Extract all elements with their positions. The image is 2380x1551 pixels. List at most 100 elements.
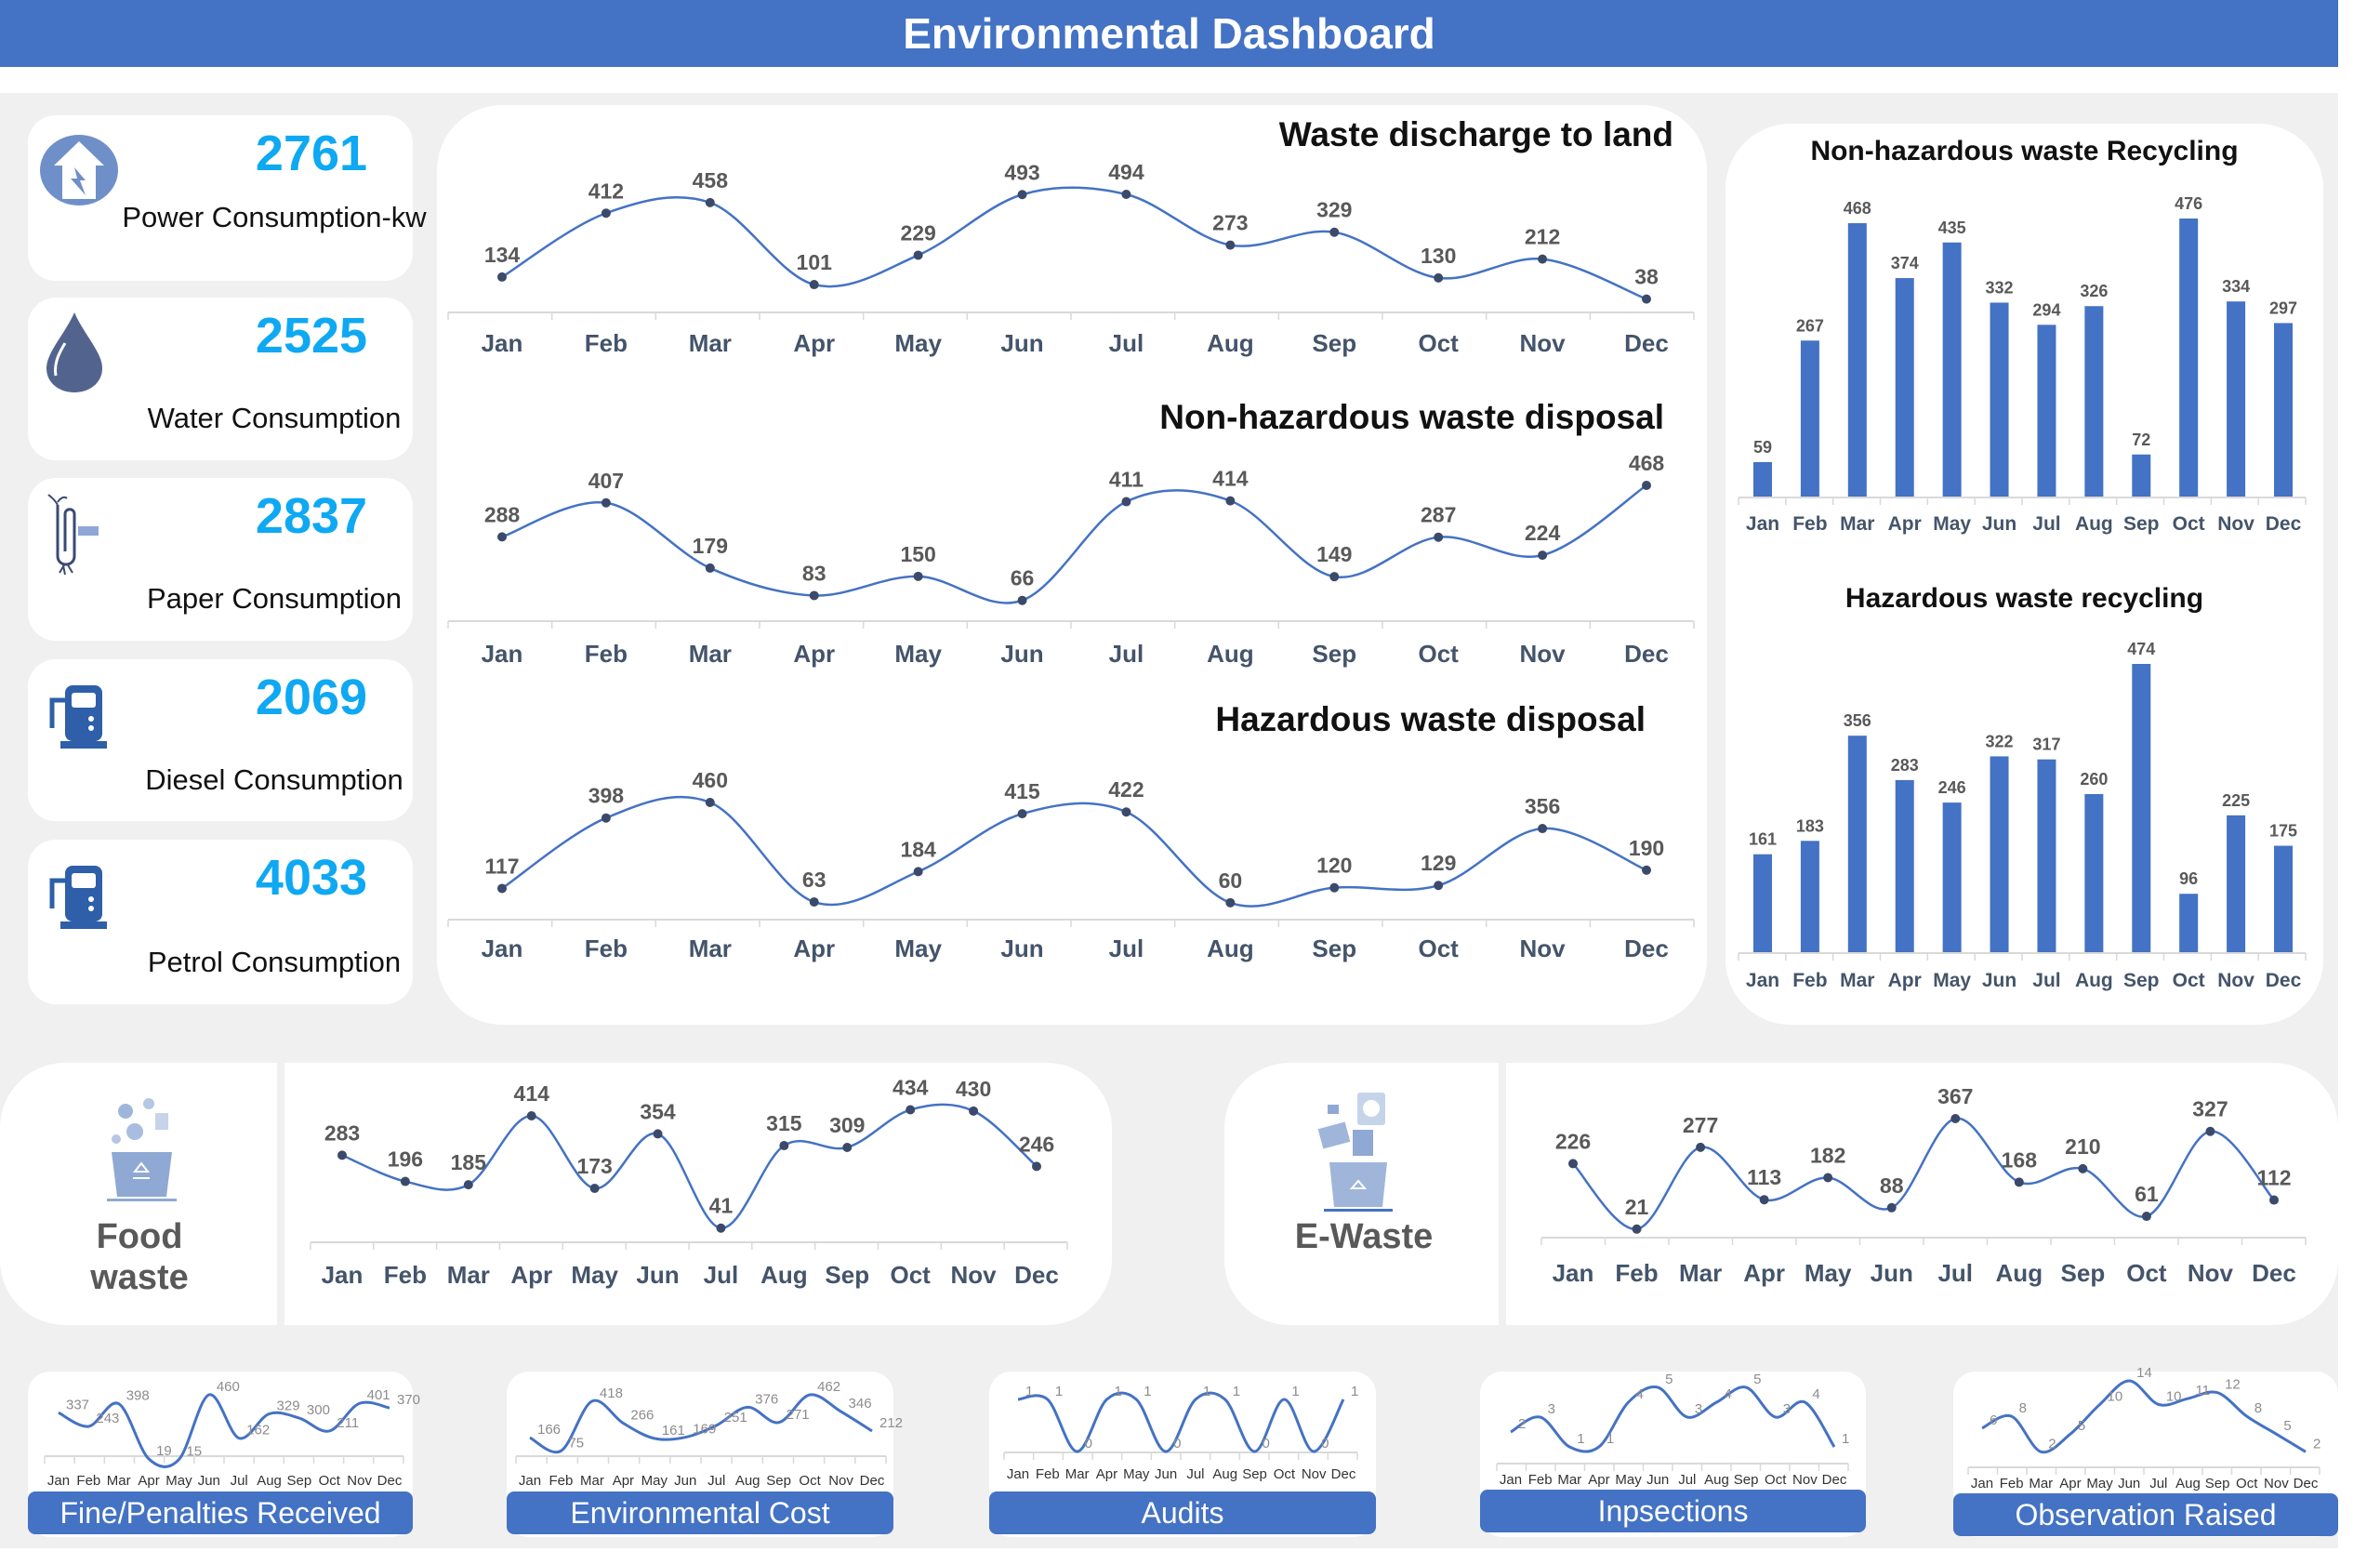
bar-value-label: 334 [2222, 277, 2250, 296]
data-point [716, 1223, 726, 1233]
data-value-label: 117 [484, 854, 519, 878]
data-value-label: 19 [156, 1443, 172, 1459]
data-point [1121, 497, 1131, 507]
data-point [1642, 865, 1651, 875]
month-label: Jan [322, 1261, 364, 1289]
data-value-label: 41 [709, 1194, 734, 1218]
data-value-label: 3 [1548, 1401, 1555, 1417]
month-label: Apr [1743, 1259, 1785, 1287]
data-point [779, 1141, 789, 1151]
month-label: Feb [585, 329, 628, 357]
bar-value-label: 183 [1796, 816, 1824, 835]
month-label: Mar [689, 935, 732, 962]
data-value-label: 162 [246, 1423, 270, 1438]
month-label: Jan [1746, 970, 1779, 991]
observation-chart: 6 8 2 5 10 14 10 11 12 8 5 2 Jan Feb Mar Apr May Jun Jul Au… [1967, 1365, 2320, 1491]
month-label: Mar [447, 1261, 490, 1289]
month-label: Dec [2294, 1476, 2319, 1491]
month-label: Jul [1109, 329, 1144, 357]
month-label: Jul [1109, 640, 1144, 668]
data-value-label: 182 [1810, 1144, 1845, 1168]
hazardous-disposal-chart: 117 398 460 63 184 415 422 60 120 129 356 190 Jan Feb… [447, 768, 1695, 962]
series-line [1981, 1379, 2307, 1454]
data-point [1121, 807, 1131, 817]
kpi-label: Diesel Consumption [145, 763, 403, 796]
series-line [529, 1393, 873, 1454]
fine-penalties-chart: 337 243 398 19 15 460 162 329 300 211 401 370 Jan Feb… [44, 1379, 420, 1489]
data-point [400, 1176, 410, 1186]
data-value-label: 273 [1212, 211, 1248, 235]
bar [1990, 302, 2009, 497]
data-value-label: 354 [640, 1099, 676, 1123]
month-label: Jul [704, 1261, 739, 1289]
series-line [58, 1393, 390, 1468]
month-label: May [165, 1473, 192, 1489]
data-point [1434, 881, 1444, 891]
data-value-label: 184 [900, 837, 936, 861]
bar-value-label: 72 [2132, 431, 2150, 449]
month-label: Sep [766, 1473, 791, 1489]
data-value-label: 3 [1783, 1401, 1791, 1417]
data-value-label: 150 [900, 542, 935, 566]
month-label: Jul [1186, 1466, 1204, 1482]
data-point [1032, 1161, 1041, 1172]
data-value-label: 414 [514, 1081, 550, 1106]
data-point [913, 867, 923, 877]
food-waste-bin-icon [107, 1098, 177, 1201]
data-value-label: 5 [1753, 1372, 1761, 1387]
month-label: Mar [1840, 970, 1874, 991]
data-value-label: 229 [900, 220, 935, 245]
month-label: Jul [2032, 970, 2060, 991]
e-waste-panel [1224, 1063, 2338, 1325]
bar-value-label: 260 [2080, 770, 2108, 789]
audits-chart: 1 1 0 1 1 0 1 1 0 1 0 1 Jan Feb Mar Apr May Jun Jul Aug Sep O… [1003, 1384, 1358, 1482]
data-value-label: 129 [1421, 851, 1456, 875]
month-label: Oct [1765, 1472, 1787, 1488]
data-value-label: 88 [1880, 1173, 1904, 1198]
bar [1942, 242, 1962, 497]
month-label: Oct [1274, 1466, 1296, 1482]
bar [1895, 779, 1914, 952]
month-label: Feb [549, 1473, 574, 1489]
data-value-label: 179 [693, 534, 728, 558]
data-value-label: 38 [1634, 265, 1659, 289]
kpi-value: 2525 [255, 308, 368, 364]
bar-value-label: 175 [2269, 822, 2297, 841]
month-label: Nov [951, 1261, 998, 1289]
data-value-label: 367 [1937, 1084, 1973, 1108]
data-value-label: 224 [1525, 521, 1561, 545]
data-value-label: 356 [1525, 794, 1560, 818]
data-value-label: 134 [484, 243, 521, 267]
data-point [1329, 227, 1340, 237]
month-label: Apr [1888, 513, 1922, 535]
month-label: Jul [2149, 1476, 2167, 1491]
data-value-label: 61 [2135, 1182, 2159, 1206]
month-label: May [1933, 513, 1971, 535]
data-value-label: 329 [1316, 198, 1352, 222]
month-label: Mar [2029, 1476, 2053, 1491]
chart-title: Waste discharge to land [1278, 115, 1673, 153]
data-value-label: 101 [797, 250, 833, 274]
month-label: Sep [825, 1261, 869, 1289]
month-label: Feb [2000, 1476, 2024, 1491]
bar-value-label: 267 [1796, 316, 1824, 335]
month-label: Mar [1557, 1472, 1581, 1488]
waste-disposal-panel [437, 105, 1707, 1025]
bar [2037, 759, 2056, 952]
series-line [1017, 1391, 1345, 1453]
month-label: Jan [1553, 1259, 1594, 1287]
bar-value-label: 468 [1844, 199, 1871, 218]
month-label: Oct [1419, 640, 1460, 668]
data-point [809, 897, 819, 908]
data-value-label: 411 [1109, 468, 1144, 492]
month-label: Nov [1792, 1472, 1818, 1488]
bar-value-label: 332 [1986, 278, 2014, 297]
month-label: Feb [585, 935, 628, 962]
data-value-label: 0 [1173, 1436, 1181, 1452]
environmental-cost-label: Environmental Cost [507, 1491, 893, 1534]
data-point [913, 250, 923, 260]
data-value-label: 1 [1842, 1431, 1849, 1447]
month-label: Aug [2175, 1476, 2201, 1491]
month-label: Nov [828, 1473, 853, 1489]
month-label: Mar [1065, 1466, 1090, 1482]
